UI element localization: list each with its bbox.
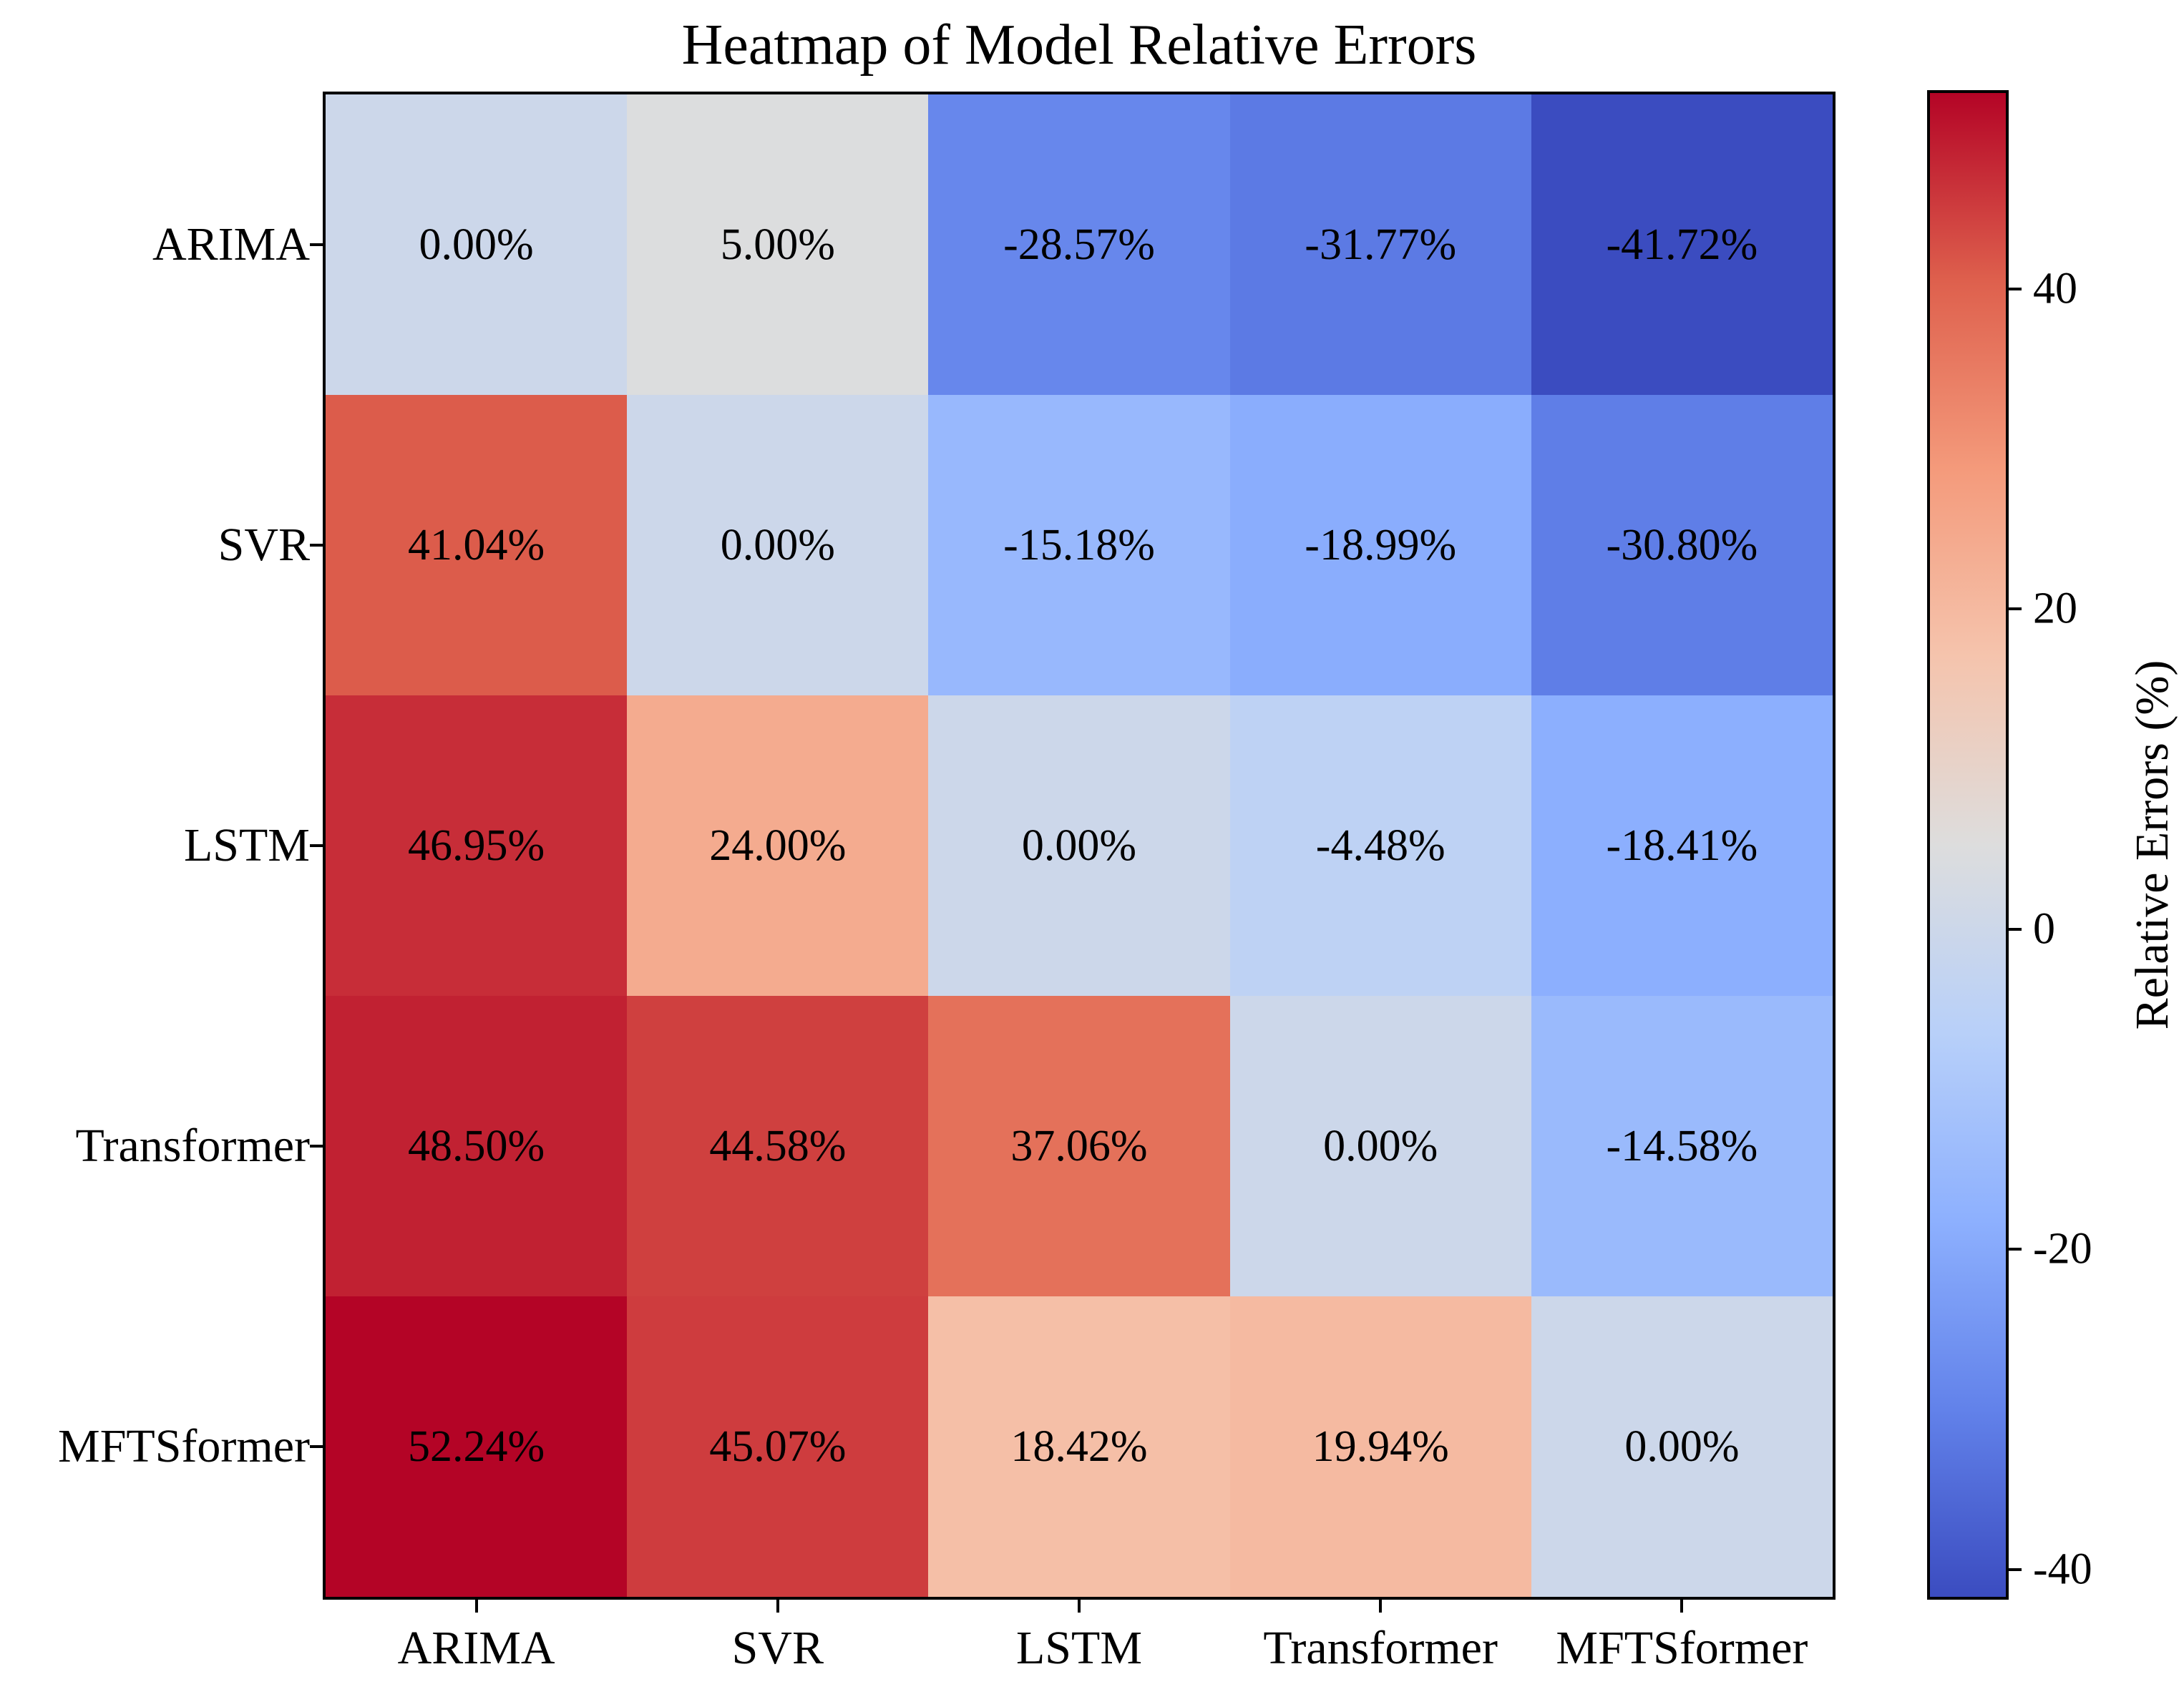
- heatmap-cell: -15.18%: [928, 395, 1230, 695]
- heatmap-cell: 37.06%: [928, 996, 1230, 1296]
- heatmap-cell: 19.94%: [1229, 1296, 1531, 1597]
- y-tick-mark: [310, 243, 326, 246]
- heatmap-cell: 5.00%: [627, 94, 929, 395]
- colorbar-tick-mark: [2006, 287, 2022, 290]
- heatmap-cell: 0.00%: [326, 94, 628, 395]
- colorbar-tick-label: 40: [2033, 264, 2077, 313]
- heatmap-cell: -18.41%: [1531, 695, 1833, 996]
- heatmap-cell: -30.80%: [1531, 395, 1833, 695]
- heatmap-cell: 52.24%: [326, 1296, 628, 1597]
- y-tick-label: LSTM: [183, 819, 310, 871]
- heatmap-cell: 0.00%: [1531, 1296, 1833, 1597]
- colorbar-tick-label: -20: [2033, 1224, 2092, 1273]
- y-tick-label: SVR: [218, 519, 310, 571]
- colorbar-tick-mark: [2006, 1248, 2022, 1251]
- heatmap-cell: 0.00%: [627, 395, 929, 695]
- chart-title: Heatmap of Model Relative Errors: [681, 14, 1477, 77]
- heatmap-cell: -14.58%: [1531, 996, 1833, 1296]
- y-tick-label: ARIMA: [152, 218, 310, 270]
- x-tick-mark: [1379, 1597, 1383, 1613]
- heatmap-cell: -18.99%: [1229, 395, 1531, 695]
- y-tick-label: MFTSformer: [58, 1420, 310, 1472]
- heatmap-cell: 18.42%: [928, 1296, 1230, 1597]
- heatmap-cell: 0.00%: [1229, 996, 1531, 1296]
- x-tick-mark: [776, 1597, 779, 1613]
- colorbar-tick-mark: [2006, 927, 2022, 931]
- x-tick-mark: [1078, 1597, 1081, 1613]
- colorbar-tick-mark: [2006, 1567, 2022, 1571]
- colorbar: [1927, 90, 2009, 1600]
- y-tick-mark: [310, 844, 326, 847]
- x-tick-label: Transformer: [1263, 1622, 1498, 1674]
- heatmap-plot-area: 0.00% 5.00% -28.57% -31.77% -41.72% 41.04% 0.0…: [323, 92, 1836, 1600]
- heatmap-cell: 46.95%: [326, 695, 628, 996]
- heatmap-cell: -4.48%: [1229, 695, 1531, 996]
- y-tick-mark: [310, 544, 326, 547]
- x-tick-mark: [474, 1597, 478, 1613]
- heatmap-cell: -28.57%: [928, 94, 1230, 395]
- heatmap-cell: 45.07%: [627, 1296, 929, 1597]
- heatmap-cell: 41.04%: [326, 395, 628, 695]
- x-tick-mark: [1680, 1597, 1684, 1613]
- heatmap-cell: 48.50%: [326, 996, 628, 1296]
- x-tick-label: SVR: [731, 1622, 824, 1674]
- x-tick-label: MFTSformer: [1556, 1622, 1808, 1674]
- colorbar-tick-label: -40: [2033, 1545, 2092, 1594]
- y-tick-mark: [310, 1445, 326, 1448]
- x-tick-label: ARIMA: [397, 1622, 555, 1674]
- heatmap-cell: -31.77%: [1229, 94, 1531, 395]
- heatmap-cell: 44.58%: [627, 996, 929, 1296]
- heatmap-cell: 24.00%: [627, 695, 929, 996]
- colorbar-tick-mark: [2006, 607, 2022, 611]
- y-tick-label: Transformer: [75, 1120, 310, 1172]
- heatmap-cell: -41.72%: [1531, 94, 1833, 395]
- y-tick-mark: [310, 1145, 326, 1148]
- x-tick-label: LSTM: [1015, 1622, 1143, 1674]
- heatmap-cell: 0.00%: [928, 695, 1230, 996]
- colorbar-tick-label: 0: [2033, 904, 2055, 954]
- colorbar-axis-label: Relative Errors (%): [2126, 660, 2178, 1030]
- colorbar-tick-label: 20: [2033, 584, 2077, 633]
